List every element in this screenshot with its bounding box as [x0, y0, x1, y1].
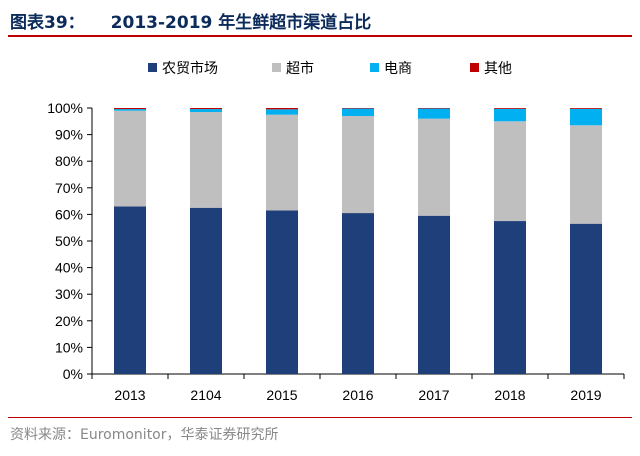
bar-segment-3-5 — [494, 108, 526, 109]
bar-segment-0-0 — [114, 206, 146, 374]
bar-segment-2-4 — [418, 108, 450, 119]
footer-divider — [8, 417, 632, 418]
x-tick-label: 2018 — [494, 387, 525, 403]
legend-label-1: 超市 — [286, 60, 314, 77]
y-tick-label: 80% — [55, 153, 83, 169]
bar-segment-2-5 — [494, 108, 526, 122]
bar-segment-3-3 — [342, 108, 374, 109]
legend-swatch-3 — [470, 63, 479, 72]
bar-segment-0-3 — [342, 213, 374, 374]
bar-segment-3-6 — [570, 108, 602, 109]
y-tick-label: 40% — [55, 260, 83, 276]
legend-swatch-0 — [148, 63, 157, 72]
y-tick-label: 90% — [55, 127, 83, 143]
figure-label: 图表39： — [10, 12, 85, 33]
bar-segment-0-5 — [494, 221, 526, 374]
bar-segment-1-1 — [190, 111, 222, 208]
y-tick-label: 30% — [55, 286, 83, 302]
bar-segment-0-1 — [190, 207, 222, 374]
x-tick-label: 2104 — [190, 387, 221, 403]
source-note: 资料来源：Euromonitor，华泰证券研究所 — [10, 427, 279, 443]
bar-segment-0-2 — [266, 210, 298, 374]
x-tick-label: 2017 — [418, 387, 449, 403]
legend-swatch-1 — [272, 63, 281, 72]
y-tick-label: 20% — [55, 313, 83, 329]
bar-segment-1-2 — [266, 114, 298, 211]
bar-segment-1-6 — [570, 125, 602, 224]
legend-label-2: 电商 — [384, 61, 412, 77]
legend-label-0: 农贸市场 — [162, 60, 218, 77]
bar-segment-1-0 — [114, 110, 146, 207]
y-tick-label: 0% — [63, 366, 83, 382]
bar-segment-1-5 — [494, 121, 526, 222]
bar-segment-3-2 — [266, 108, 298, 110]
x-tick-label: 2019 — [570, 387, 601, 403]
chart-title: 2013-2019 年生鲜超市渠道占比 — [110, 12, 372, 33]
y-tick-label: 70% — [55, 180, 83, 196]
bar-segment-1-3 — [342, 115, 374, 214]
y-tick-label: 100% — [47, 100, 83, 116]
bar-segment-2-2 — [266, 109, 298, 115]
y-tick-label: 10% — [55, 339, 83, 355]
bar-segment-2-0 — [114, 109, 146, 111]
legend-swatch-2 — [370, 63, 379, 72]
bar-segment-3-4 — [418, 108, 450, 109]
x-tick-label: 2013 — [114, 387, 145, 403]
title-divider — [8, 35, 632, 37]
bar-segment-3-0 — [114, 108, 146, 110]
chart-header: 图表39： 2013-2019 年生鲜超市渠道占比 — [10, 6, 371, 34]
x-tick-label: 2016 — [342, 387, 373, 403]
bar-segment-2-3 — [342, 108, 374, 116]
legend-label-3: 其他 — [484, 61, 512, 77]
x-tick-label: 2015 — [266, 387, 297, 403]
y-tick-label: 60% — [55, 206, 83, 222]
bar-segment-0-4 — [418, 215, 450, 374]
bar-segment-2-6 — [570, 108, 602, 126]
y-tick-label: 50% — [55, 233, 83, 249]
bar-segment-2-1 — [190, 109, 222, 112]
bar-segment-1-4 — [418, 118, 450, 216]
bar-segment-0-6 — [570, 223, 602, 374]
bar-segment-3-1 — [190, 108, 222, 110]
